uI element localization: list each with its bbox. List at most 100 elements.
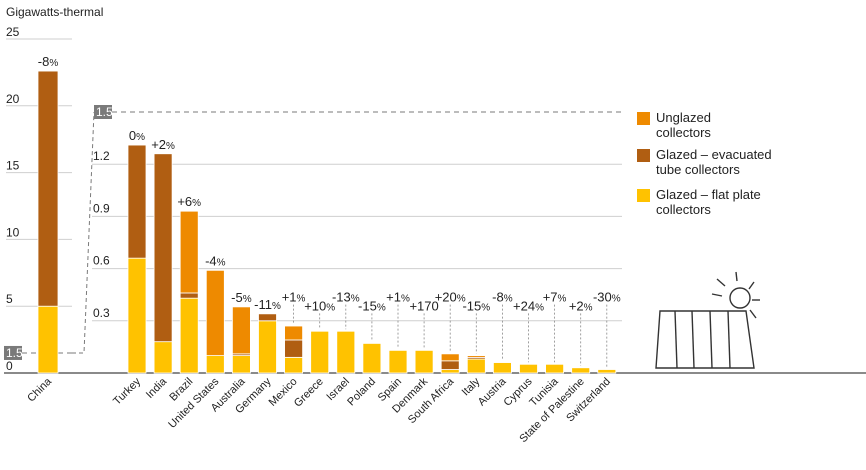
bar-flat-segment [179,297,199,374]
right-top-marker-label: 1.5 [96,105,113,119]
bar-flat-segment [597,369,617,374]
left-tick-label: 10 [6,225,20,239]
legend-label: Unglazed [656,110,711,125]
change-label: +1% [282,290,306,305]
change-label: -15% [358,298,386,313]
legend-label: collectors [656,202,711,217]
legend-swatch-flat [637,189,650,202]
legend-label: Glazed – evacuated [656,147,772,162]
bar-evacuated-segment [153,153,173,343]
change-label: +20% [435,290,466,305]
category-label: Turkey [111,375,143,407]
sun-ray [735,271,738,282]
sun-ray [716,278,726,287]
bar-flat-segment [440,369,460,374]
change-label: -4% [205,253,226,268]
bar-evacuated-segment [179,292,199,299]
china-bar-evacuated-segment [37,70,59,307]
change-label: -5% [231,290,252,305]
change-label: +10% [304,298,335,313]
labels-group: 0 5 10 15 20 25 1.5 -8% China 0.3 0.6 0.9 1.2 1.5 0% Tu… [4,25,621,445]
bar-evacuated-segment [284,339,304,358]
change-label: +7% [543,290,567,305]
change-label: +1% [386,290,410,305]
bar-evacuated-segment [127,144,147,259]
bar-flat-segment [414,349,434,374]
bar-flat-segment [284,356,304,374]
bar-flat-segment [258,320,277,374]
bar-evacuated-segment [440,360,460,370]
bar-flat-segment [310,330,330,374]
bar-flat-segment [492,362,512,374]
collector-panel-divider [691,310,695,369]
change-label: +2% [151,137,175,152]
bar-unglazed-segment [231,306,251,355]
bar-flat-segment [362,343,382,374]
panel-connector-line [72,111,95,354]
right-tick-label: 0.9 [93,201,110,215]
collector-panel-divider [727,310,731,369]
change-label: +24% [513,298,544,313]
legend-label: collectors [656,125,711,140]
category-label: China [25,375,54,404]
sun-circle [729,287,751,309]
collector-panel-divider [709,310,713,369]
change-label: +6% [177,194,201,209]
sun-ray [749,309,757,319]
bar-unglazed-segment [466,355,486,358]
bar-flat-segment [127,257,147,374]
bar-flat-segment [519,363,538,374]
bar-flat-segment [466,358,486,374]
change-label: +170 [409,298,438,313]
category-label: Italy [460,375,483,398]
bar-flat-segment [336,330,356,374]
right-tick-label: 0.3 [93,306,110,320]
category-label: Greece [292,376,326,410]
category-label: India [144,375,170,401]
legend-swatch-evacuated [637,149,650,162]
bar-unglazed-segment [179,210,199,294]
right-tick-label: 0.6 [93,254,110,268]
left-tick-label: 0 [6,359,13,373]
collector-panel-divider [674,310,678,369]
bar-flat-segment [571,367,591,374]
left-tick-label: 20 [6,92,20,106]
bars-group [37,70,617,374]
bar-flat-segment [205,355,225,374]
collector-panel-outline [655,310,755,369]
bar-flat-segment [388,349,408,374]
change-label: -8% [492,290,513,305]
change-label: -8% [38,54,59,69]
bar-flat-segment [545,363,564,374]
change-label: -11% [254,297,281,312]
sun-ray [748,281,755,290]
sun-ray [711,293,723,297]
bar-unglazed-segment [440,353,460,362]
change-label: -30% [593,290,621,305]
change-label: -13% [332,290,360,305]
bar-unglazed-segment [205,269,225,356]
left-tick-label: 5 [6,292,13,306]
bar-flat-segment [231,355,251,374]
left-tick-label: 15 [6,159,20,173]
change-label: -15% [462,298,490,313]
right-tick-label: 1.2 [93,149,110,163]
china-bar-flat-segment [37,305,59,374]
solar-collector-with-sun-icon [655,271,760,369]
change-label: +2% [569,298,593,313]
highlight-marker-label: 1.5 [6,346,23,360]
bar-unglazed-segment [284,325,304,341]
legend-swatch-unglazed [637,112,650,125]
bar-evacuated-segment [258,313,277,322]
bar-flat-segment [153,341,173,374]
category-label: Poland [345,376,378,409]
legend-label: Glazed – flat plate [656,187,761,202]
highlight-marker-box [4,345,22,360]
right-top-marker-box [94,105,112,119]
y-axis-unit-label: Gigawatts-thermal [6,5,103,19]
left-tick-label: 25 [6,25,20,39]
change-label: 0% [129,128,145,143]
legend-label: tube collectors [656,162,740,177]
